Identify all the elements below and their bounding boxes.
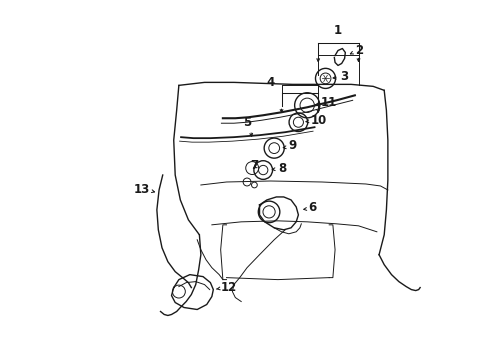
Text: 3: 3: [340, 70, 347, 83]
Text: 9: 9: [288, 139, 297, 152]
Text: 12: 12: [220, 281, 236, 294]
Text: 13: 13: [133, 184, 149, 197]
Text: 4: 4: [266, 76, 274, 89]
Text: 11: 11: [320, 96, 336, 109]
Text: 5: 5: [243, 116, 251, 129]
Text: 1: 1: [333, 24, 342, 37]
Text: 7: 7: [249, 158, 258, 172]
Text: 2: 2: [354, 44, 362, 57]
Text: 10: 10: [310, 114, 326, 127]
Text: 6: 6: [308, 201, 316, 215]
Text: 8: 8: [277, 162, 285, 175]
